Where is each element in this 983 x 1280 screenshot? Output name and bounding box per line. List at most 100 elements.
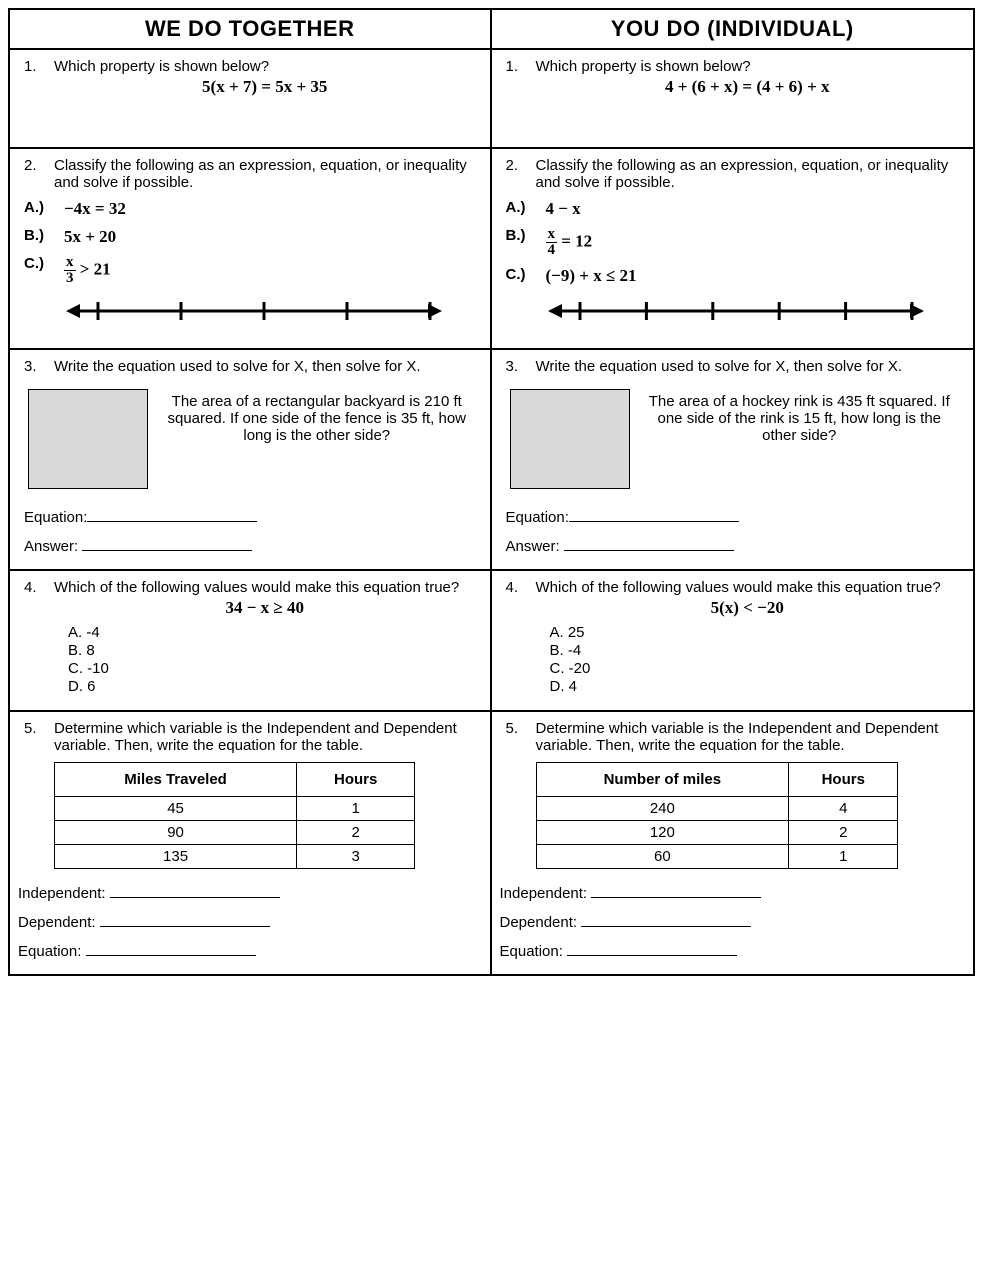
data-table: Miles TraveledHours4519021353 [54, 762, 415, 869]
q-number: 4. [506, 579, 536, 618]
equation-label: Equation: [18, 943, 81, 960]
q-text: Determine which variable is the Independ… [54, 720, 476, 754]
equation-blank[interactable] [87, 507, 257, 522]
q-text: Which of the following values would make… [54, 579, 476, 596]
header-right: YOU DO (INDIVIDUAL) [492, 10, 974, 50]
equation-label: Equation: [24, 509, 87, 526]
expression: −4x = 32 [64, 199, 126, 219]
cell: 3 [297, 845, 415, 869]
answer-label: Answer: [506, 538, 560, 555]
q5-left: 5. Determine which variable is the Indep… [10, 712, 492, 974]
independent-blank[interactable] [591, 883, 761, 898]
answer-blank[interactable] [564, 536, 734, 551]
q4-right-equation: 5(x) < −20 [536, 598, 960, 618]
q4-right: 4. Which of the following values would m… [492, 571, 974, 712]
expression: x4 = 12 [546, 227, 593, 258]
q2-right: 2. Classify the following as an expressi… [492, 149, 974, 350]
q-number: 5. [506, 720, 536, 754]
equation-label: Equation: [506, 509, 569, 526]
q-text: Which property is shown below? [54, 58, 476, 75]
col-header: Hours [789, 763, 898, 797]
sub-label: B.) [24, 227, 64, 247]
equation-label: Equation: [500, 943, 563, 960]
q1-left: 1. Which property is shown below? 5(x + … [10, 50, 492, 149]
col-header: Hours [297, 763, 415, 797]
cell: 60 [536, 845, 789, 869]
q-text: Write the equation used to solve for X, … [536, 358, 960, 375]
option: B. 8 [68, 642, 476, 659]
q5-right: 5. Determine which variable is the Indep… [492, 712, 974, 974]
q-number: 3. [506, 358, 536, 375]
header-left: WE DO TOGETHER [10, 10, 492, 50]
independent-label: Independent: [18, 885, 106, 902]
q-number: 2. [24, 157, 54, 191]
q1-right-equation: 4 + (6 + x) = (4 + 6) + x [536, 77, 960, 97]
q4-left: 4. Which of the following values would m… [10, 571, 492, 712]
equation-blank[interactable] [86, 941, 256, 956]
rectangle-icon [28, 389, 148, 489]
q-text: Write the equation used to solve for X, … [54, 358, 476, 375]
options: A. 25B. -4C. -20D. 4 [550, 624, 960, 695]
dependent-label: Dependent: [18, 914, 96, 931]
sub-label: C.) [24, 255, 64, 286]
independent-blank[interactable] [110, 883, 280, 898]
data-table: Number of milesHours24041202601 [536, 762, 899, 869]
dependent-label: Dependent: [500, 914, 578, 931]
sub-label: A.) [506, 199, 546, 219]
equation-blank[interactable] [567, 941, 737, 956]
equation-blank[interactable] [569, 507, 739, 522]
cell: 135 [55, 845, 297, 869]
option: A. 25 [550, 624, 960, 641]
word-problem: The area of a rectangular backyard is 21… [162, 389, 472, 444]
number-line [546, 296, 940, 330]
col-header: Miles Traveled [55, 763, 297, 797]
option: D. 6 [68, 678, 476, 695]
expression: 4 − x [546, 199, 581, 219]
cell: 240 [536, 797, 789, 821]
q4-left-equation: 34 − x ≥ 40 [54, 598, 476, 618]
q-text: Classify the following as an expression,… [536, 157, 960, 191]
q-number: 1. [506, 58, 536, 97]
cell: 1 [297, 797, 415, 821]
number-line [64, 296, 456, 330]
rectangle-icon [510, 389, 630, 489]
cell: 45 [55, 797, 297, 821]
q1-left-equation: 5(x + 7) = 5x + 35 [54, 77, 476, 97]
independent-label: Independent: [500, 885, 588, 902]
option: D. 4 [550, 678, 960, 695]
cell: 4 [789, 797, 898, 821]
q2-left: 2. Classify the following as an expressi… [10, 149, 492, 350]
cell: 1 [789, 845, 898, 869]
sub-label: C.) [506, 266, 546, 286]
col-header: Number of miles [536, 763, 789, 797]
expression: 5x + 20 [64, 227, 116, 247]
sub-label: B.) [506, 227, 546, 258]
q-number: 4. [24, 579, 54, 618]
q-number: 3. [24, 358, 54, 375]
cell: 120 [536, 821, 789, 845]
q-number: 2. [506, 157, 536, 191]
answer-label: Answer: [24, 538, 78, 555]
q-text: Determine which variable is the Independ… [536, 720, 960, 754]
option: A. -4 [68, 624, 476, 641]
cell: 2 [789, 821, 898, 845]
option: B. -4 [550, 642, 960, 659]
sub-label: A.) [24, 199, 64, 219]
cell: 2 [297, 821, 415, 845]
q3-left: 3. Write the equation used to solve for … [10, 350, 492, 571]
q1-right: 1. Which property is shown below? 4 + (6… [492, 50, 974, 149]
dependent-blank[interactable] [581, 912, 751, 927]
answer-blank[interactable] [82, 536, 252, 551]
q-text: Classify the following as an expression,… [54, 157, 476, 191]
option: C. -10 [68, 660, 476, 677]
expression: (−9) + x ≤ 21 [546, 266, 637, 286]
cell: 90 [55, 821, 297, 845]
q-number: 5. [24, 720, 54, 754]
word-problem: The area of a hockey rink is 435 ft squa… [644, 389, 956, 444]
expression: x3 > 21 [64, 255, 111, 286]
dependent-blank[interactable] [100, 912, 270, 927]
option: C. -20 [550, 660, 960, 677]
worksheet: WE DO TOGETHER YOU DO (INDIVIDUAL) 1. Wh… [8, 8, 975, 976]
q3-right: 3. Write the equation used to solve for … [492, 350, 974, 571]
q-number: 1. [24, 58, 54, 97]
